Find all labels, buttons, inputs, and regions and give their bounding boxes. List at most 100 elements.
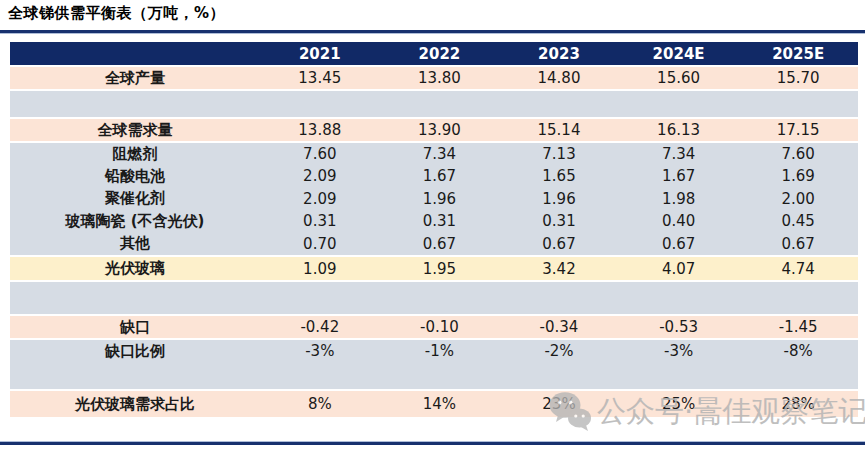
cell-value bbox=[260, 89, 380, 117]
cell-value: -3% bbox=[260, 338, 380, 362]
cell-value: 0.70 bbox=[260, 232, 380, 255]
cell-value bbox=[380, 362, 500, 389]
cell-value bbox=[499, 280, 619, 314]
cell-value: 0.31 bbox=[260, 210, 380, 232]
column-header: 2023 bbox=[499, 42, 619, 65]
cell-value: 1.65 bbox=[499, 165, 619, 187]
spacer-row bbox=[10, 362, 858, 389]
table-row: 玻璃陶瓷 (不含光伏)0.310.310.310.400.45 bbox=[10, 210, 858, 232]
cell-value bbox=[260, 280, 380, 314]
table-row: 阻燃剂7.607.347.137.347.60 bbox=[10, 141, 858, 165]
cell-value bbox=[380, 280, 500, 314]
wechat-icon bbox=[548, 390, 592, 432]
table-row: 缺口比例-3%-1%-2%-3%-8% bbox=[10, 338, 858, 362]
row-label bbox=[10, 280, 260, 314]
cell-value: 13.80 bbox=[380, 65, 500, 89]
cell-value: 16.13 bbox=[619, 117, 739, 141]
watermark-text: 公众号·暠佳观察笔记 bbox=[597, 397, 865, 426]
cell-value bbox=[380, 89, 500, 117]
cell-value: 0.31 bbox=[499, 210, 619, 232]
page-title: 全球锑供需平衡表（万吨，%） bbox=[8, 4, 225, 23]
cell-value: -0.10 bbox=[380, 314, 500, 338]
row-label: 光伏玻璃需求占比 bbox=[10, 389, 260, 417]
cell-value bbox=[499, 362, 619, 389]
cell-value: 7.34 bbox=[619, 141, 739, 165]
cell-value: 4.07 bbox=[619, 255, 739, 280]
row-label: 其他 bbox=[10, 232, 260, 255]
cell-value: 1.95 bbox=[380, 255, 500, 280]
spacer-row bbox=[10, 89, 858, 117]
cell-value: -1% bbox=[380, 338, 500, 362]
cell-value: 0.67 bbox=[619, 232, 739, 255]
cell-value bbox=[619, 362, 739, 389]
cell-value: -2% bbox=[499, 338, 619, 362]
column-header: 2021 bbox=[260, 42, 380, 65]
cell-value: -0.53 bbox=[619, 314, 739, 338]
row-label: 全球产量 bbox=[10, 65, 260, 89]
cell-value: 0.67 bbox=[380, 232, 500, 255]
cell-value: 17.15 bbox=[738, 117, 858, 141]
header-label-cell bbox=[10, 42, 260, 65]
table-row: 全球产量13.4513.8014.8015.6015.70 bbox=[10, 65, 858, 89]
cell-value: 13.45 bbox=[260, 65, 380, 89]
cell-value bbox=[619, 280, 739, 314]
table-header-row: 2021202220232024E2025E bbox=[10, 42, 858, 65]
cell-value: 2.09 bbox=[260, 187, 380, 210]
cell-value: 1.67 bbox=[619, 165, 739, 187]
table-row: 铅酸电池2.091.671.651.671.69 bbox=[10, 165, 858, 187]
row-label: 聚催化剂 bbox=[10, 187, 260, 210]
cell-value bbox=[619, 89, 739, 117]
cell-value: -3% bbox=[619, 338, 739, 362]
row-label: 光伏玻璃 bbox=[10, 255, 260, 280]
cell-value bbox=[738, 280, 858, 314]
spacer-row bbox=[10, 280, 858, 314]
cell-value: -0.42 bbox=[260, 314, 380, 338]
row-label: 铅酸电池 bbox=[10, 165, 260, 187]
table-row: 全球需求量13.8813.9015.1416.1317.15 bbox=[10, 117, 858, 141]
cell-value: 0.67 bbox=[499, 232, 619, 255]
cell-value: 4.74 bbox=[738, 255, 858, 280]
bottom-divider bbox=[0, 441, 865, 445]
row-label bbox=[10, 362, 260, 389]
column-header: 2022 bbox=[380, 42, 500, 65]
cell-value bbox=[499, 89, 619, 117]
report-figure: 全球锑供需平衡表（万吨，%） 2021202220232024E2025E 全球… bbox=[0, 0, 865, 451]
cell-value: 8% bbox=[260, 389, 380, 417]
cell-value: 1.98 bbox=[619, 187, 739, 210]
cell-value: 0.45 bbox=[738, 210, 858, 232]
cell-value: 7.60 bbox=[738, 141, 858, 165]
cell-value: 2.09 bbox=[260, 165, 380, 187]
cell-value bbox=[738, 89, 858, 117]
column-header: 2024E bbox=[619, 42, 739, 65]
cell-value: 1.69 bbox=[738, 165, 858, 187]
table-row: 缺口-0.42-0.10-0.34-0.53-1.45 bbox=[10, 314, 858, 338]
cell-value: 0.40 bbox=[619, 210, 739, 232]
row-label: 全球需求量 bbox=[10, 117, 260, 141]
row-label: 阻燃剂 bbox=[10, 141, 260, 165]
cell-value: 15.60 bbox=[619, 65, 739, 89]
cell-value: 13.88 bbox=[260, 117, 380, 141]
cell-value: 1.09 bbox=[260, 255, 380, 280]
cell-value: 3.42 bbox=[499, 255, 619, 280]
cell-value: 13.90 bbox=[380, 117, 500, 141]
table-row: 其他0.700.670.670.670.67 bbox=[10, 232, 858, 255]
row-label: 缺口 bbox=[10, 314, 260, 338]
table-row: 聚催化剂2.091.961.961.982.00 bbox=[10, 187, 858, 210]
row-label: 缺口比例 bbox=[10, 338, 260, 362]
cell-value bbox=[738, 362, 858, 389]
cell-value: 15.14 bbox=[499, 117, 619, 141]
cell-value: 7.13 bbox=[499, 141, 619, 165]
cell-value: 7.60 bbox=[260, 141, 380, 165]
top-divider bbox=[0, 30, 865, 34]
table-row: 光伏玻璃1.091.953.424.074.74 bbox=[10, 255, 858, 280]
watermark: 公众号·暠佳观察笔记 bbox=[548, 390, 865, 432]
cell-value: 2.00 bbox=[738, 187, 858, 210]
cell-value: 0.67 bbox=[738, 232, 858, 255]
supply-demand-table: 2021202220232024E2025E 全球产量13.4513.8014.… bbox=[10, 42, 858, 417]
cell-value: -1.45 bbox=[738, 314, 858, 338]
column-header: 2025E bbox=[738, 42, 858, 65]
cell-value: 1.96 bbox=[380, 187, 500, 210]
cell-value: -0.34 bbox=[499, 314, 619, 338]
cell-value: 1.96 bbox=[499, 187, 619, 210]
cell-value: 14.80 bbox=[499, 65, 619, 89]
